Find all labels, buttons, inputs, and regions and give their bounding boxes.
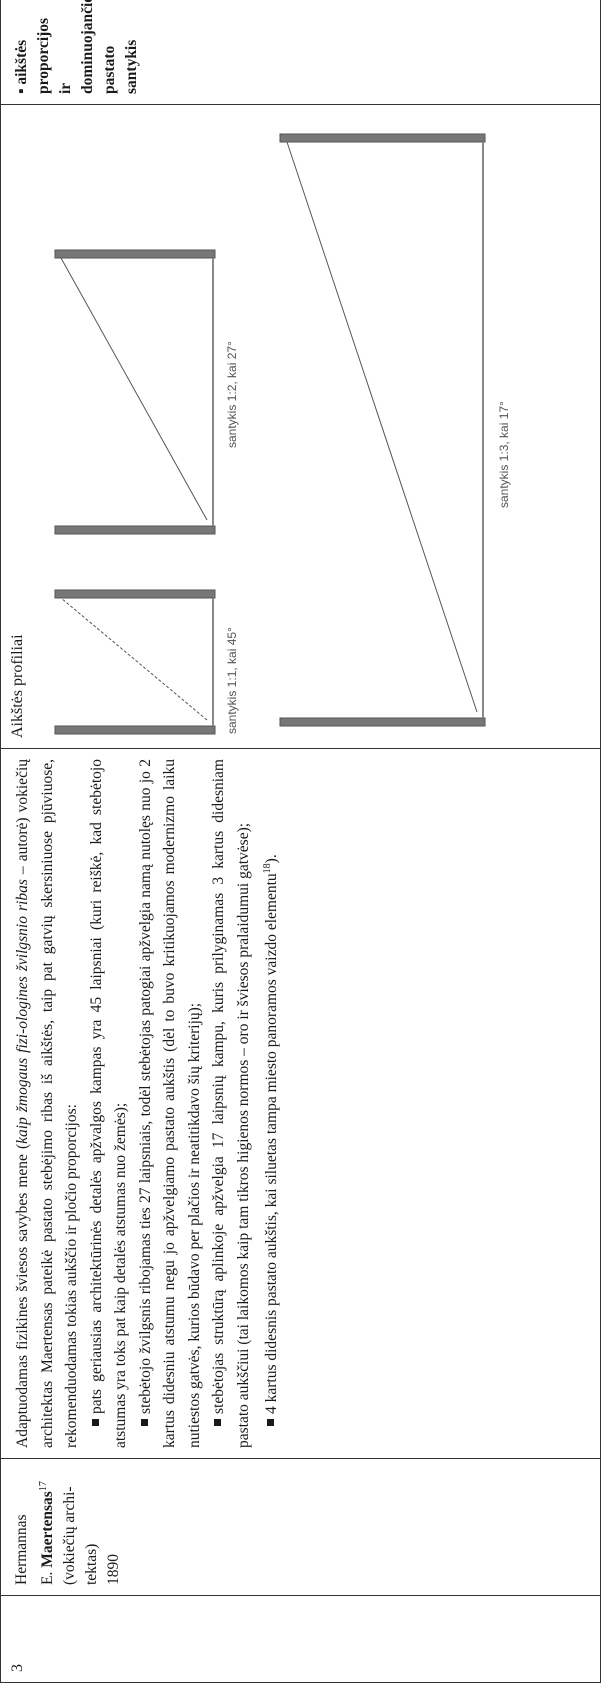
- author-first-name: Hermannas: [13, 1514, 30, 1585]
- description-cell: Adaptuodamas fizikines šviesos savybes m…: [0, 748, 601, 1459]
- profile-1-2: [54, 249, 216, 535]
- caption-1-3: santykis 1:3, kai 17°: [497, 401, 511, 508]
- profile-1-3: [279, 133, 486, 727]
- square-profiles-figure: santykis 1:1, kai 45° santykis 1:2, kai …: [35, 105, 595, 748]
- figures-title: Aikštės profiliai: [9, 634, 26, 738]
- description-text: Adaptuodamas fizikines šviesos savybes m…: [1, 749, 600, 1458]
- row-number-cell: 3: [0, 1595, 601, 1683]
- author-surname: Maertensas: [39, 1491, 57, 1568]
- author-surname-line: E. Maertensas17: [38, 1481, 57, 1585]
- list-item: 4 kartus didesnis pastato aukštis, kai s…: [256, 759, 285, 1448]
- caption-1-1: santykis 1:1, kai 45°: [225, 627, 239, 734]
- list-item: stebėtojas struktūrą aplinkoje apžvelgia…: [210, 759, 252, 1448]
- list-item: pats geriausias architektūrinės detalės …: [87, 759, 130, 1448]
- profiles-drawing: [54, 133, 486, 735]
- criteria-cell: ▪ aikštės proporcijos ir dominuojančio p…: [0, 0, 601, 105]
- footnote-ref: 17: [38, 1481, 49, 1492]
- criteria-text: ▪ aikštės proporcijos ir dominuojančio p…: [13, 0, 140, 94]
- profile-1-1: [54, 589, 216, 735]
- author-cell: Hermannas E. Maertensas17 (vokiečių arch…: [0, 1458, 601, 1596]
- bullet-icon: [140, 1419, 148, 1426]
- bullet-icon: [267, 1419, 275, 1426]
- author-year: 1890: [105, 1554, 123, 1585]
- row-number: 3: [9, 1664, 26, 1672]
- figures-cell: Aikštės profiliai: [0, 104, 601, 749]
- bullet-icon: [214, 1419, 221, 1426]
- bullet-icon: [91, 1419, 99, 1426]
- author-role: (vokiečių archi-tektas): [61, 1486, 101, 1585]
- list-item: stebėtojo žvilgsnis ribojamas ties 27 la…: [136, 759, 203, 1448]
- caption-1-2: santykis 1:2, kai 27°: [225, 341, 239, 448]
